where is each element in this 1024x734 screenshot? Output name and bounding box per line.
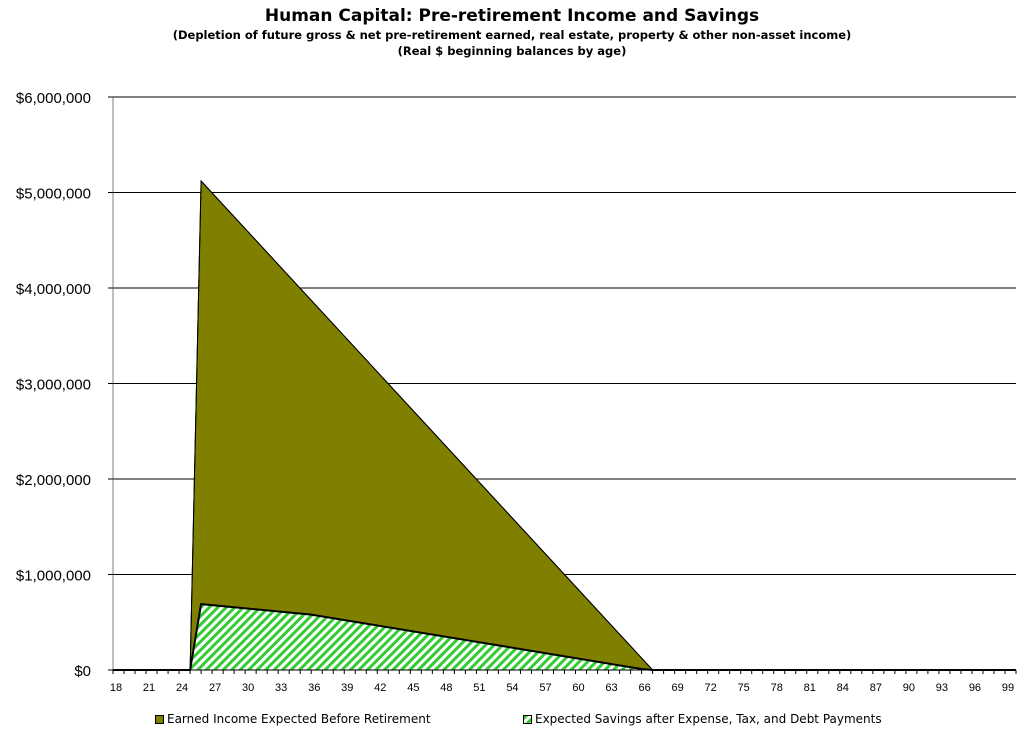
x-tick-label-30: 30 bbox=[242, 682, 254, 694]
chart-subtitle: (Depletion of future gross & net pre-ret… bbox=[172, 28, 852, 42]
area-series-earned-income bbox=[113, 179, 1016, 671]
x-tick-label-72: 72 bbox=[705, 682, 717, 694]
x-tick-label-42: 42 bbox=[374, 682, 386, 694]
y-tick-label-0: $0 bbox=[74, 663, 91, 680]
legend-item-expected-savings: Expected Savings after Expense, Tax, and… bbox=[523, 712, 882, 726]
x-tick-label-33: 33 bbox=[275, 682, 287, 694]
x-tick-label-99: 99 bbox=[1002, 682, 1014, 694]
legend-label-earned-income: Earned Income Expected Before Retirement bbox=[167, 712, 431, 726]
chart-title: Human Capital: Pre-retirement Income and… bbox=[264, 6, 760, 26]
legend-swatch-expected-savings bbox=[523, 714, 532, 724]
x-tick-label-63: 63 bbox=[605, 682, 617, 694]
x-tick-label-39: 39 bbox=[341, 682, 353, 694]
y-tick-label-4: $4,000,000 bbox=[16, 281, 91, 298]
y-tick-label-1: $1,000,000 bbox=[16, 568, 91, 585]
y-tick-label-5: $5,000,000 bbox=[16, 186, 91, 203]
x-tick-label-78: 78 bbox=[771, 682, 783, 694]
x-tick-label-96: 96 bbox=[969, 682, 981, 694]
x-tick-label-93: 93 bbox=[936, 682, 948, 694]
series-areas bbox=[113, 179, 1016, 671]
x-tick-label-57: 57 bbox=[539, 682, 551, 694]
x-axis-ticks: 18 21 24 27 30 33 36 39 42 45 48 51 54 57 60 63 66 69 72 75… bbox=[110, 670, 1017, 694]
x-tick-label-69: 69 bbox=[671, 682, 683, 694]
legend: Earned Income Expected Before Retirement… bbox=[0, 712, 1024, 732]
legend-label-expected-savings: Expected Savings after Expense, Tax, and… bbox=[535, 712, 882, 726]
x-tick-label-24: 24 bbox=[176, 682, 188, 694]
x-tick-label-90: 90 bbox=[903, 682, 915, 694]
x-tick-label-36: 36 bbox=[308, 682, 320, 694]
x-tick-label-18: 18 bbox=[110, 682, 122, 694]
x-tick-label-21: 21 bbox=[143, 682, 155, 694]
x-tick-label-27: 27 bbox=[209, 682, 221, 694]
x-tick-label-51: 51 bbox=[473, 682, 485, 694]
x-tick-label-54: 54 bbox=[506, 682, 518, 694]
chart-subtitle-units: (Real $ beginning balances by age) bbox=[397, 44, 627, 58]
x-tick-label-45: 45 bbox=[407, 682, 419, 694]
y-axis-ticks: $0 $1,000,000 $2,000,000 $3,000,000 $4,000,0… bbox=[16, 90, 113, 680]
x-tick-label-60: 60 bbox=[572, 682, 584, 694]
x-tick-label-84: 84 bbox=[837, 682, 849, 694]
x-tick-label-66: 66 bbox=[638, 682, 650, 694]
x-tick-label-75: 75 bbox=[738, 682, 750, 694]
y-tick-label-6: $6,000,000 bbox=[16, 90, 91, 107]
x-tick-label-87: 87 bbox=[870, 682, 882, 694]
x-tick-label-48: 48 bbox=[440, 682, 452, 694]
y-tick-label-2: $2,000,000 bbox=[16, 472, 91, 489]
legend-swatch-earned-income bbox=[155, 714, 164, 724]
x-tick-label-81: 81 bbox=[804, 682, 816, 694]
legend-item-earned-income: Earned Income Expected Before Retirement bbox=[155, 712, 431, 726]
y-tick-label-3: $3,000,000 bbox=[16, 377, 91, 394]
